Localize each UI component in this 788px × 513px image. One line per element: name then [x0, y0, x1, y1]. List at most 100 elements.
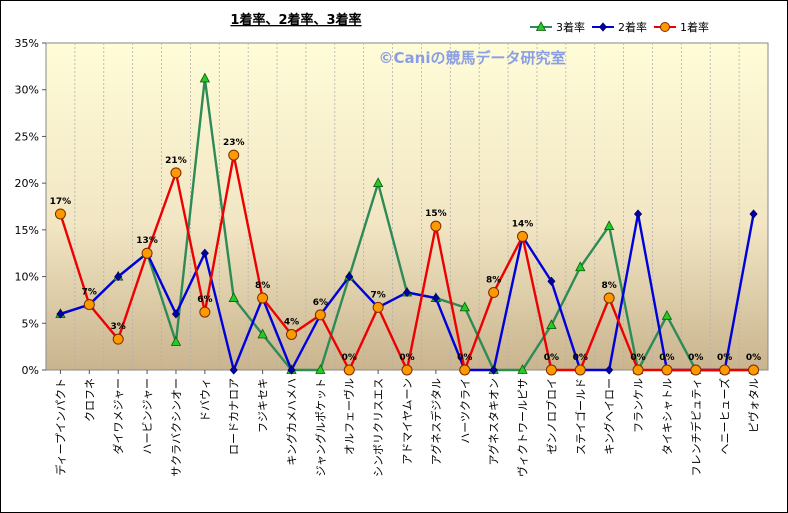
data-label: 8% [255, 281, 270, 291]
data-label: 0% [630, 353, 645, 363]
data-point-triangle [257, 328, 268, 339]
data-point-circle [54, 208, 66, 220]
data-point-circle [141, 247, 153, 259]
y-tick-label: 15% [15, 224, 39, 237]
x-tick-label: ロードカナロア [228, 378, 241, 455]
data-point-circle [401, 364, 413, 376]
data-point-circle [343, 364, 355, 376]
data-label: 3% [111, 322, 126, 332]
data-point-circle [285, 328, 297, 340]
legend-entry: 2着率 [618, 20, 647, 34]
data-point-triangle [575, 261, 586, 272]
data-point-diamond [749, 209, 758, 219]
legend-marker [660, 22, 670, 32]
data-point-diamond [489, 365, 498, 375]
data-point-triangle [546, 319, 557, 330]
data-label: 8% [602, 281, 617, 291]
data-point-triangle [228, 292, 239, 302]
data-point-circle [83, 299, 95, 311]
data-point-diamond [56, 309, 65, 319]
legend-marker [598, 22, 608, 32]
data-point-diamond [345, 271, 354, 282]
x-tick-label: ピヴォタル [747, 378, 761, 433]
data-label: 7% [370, 290, 385, 300]
data-label: 0% [457, 353, 472, 363]
data-label: 6% [313, 298, 328, 308]
x-tick-label: オルフェーヴル [342, 378, 356, 455]
x-tick-label: ヴィクトワールピサ [516, 378, 530, 477]
data-label: 21% [165, 156, 187, 166]
data-label: 8% [486, 275, 501, 285]
x-tick-label: アグネスデジタル [429, 378, 443, 465]
data-point-triangle [315, 364, 326, 374]
legend: 3着率 2着率 1着率 [530, 20, 709, 34]
data-label: 0% [746, 353, 761, 363]
legend-entry: 3着率 [556, 20, 585, 34]
chart-title: 1着率、2着率、3着率 [230, 12, 361, 28]
data-label: 13% [136, 236, 158, 246]
data-label: 23% [223, 138, 245, 148]
data-point-circle [719, 364, 731, 376]
data-label: 7% [82, 288, 97, 298]
x-tick-label: ダイワメジャー [111, 378, 125, 454]
x-tick-label: フレンチデピュティ [689, 378, 703, 476]
data-point-diamond [634, 209, 643, 219]
data-point-circle [545, 364, 557, 376]
x-tick-label: キングカメハメハ [284, 378, 298, 466]
x-tick-label: ゼンノロブロイ [544, 378, 558, 454]
data-point-circle [517, 230, 529, 242]
data-label: 6% [197, 295, 212, 305]
x-tick-label: アグネスタキオン [487, 378, 501, 465]
x-tick-label: フランケル [632, 378, 645, 433]
legend-marker [535, 21, 547, 31]
y-tick-label: 30% [15, 84, 39, 97]
data-label: 0% [659, 353, 674, 363]
data-point-circle [228, 149, 240, 161]
data-point-diamond [114, 271, 123, 282]
data-label: 0% [544, 353, 559, 363]
data-point-diamond [287, 365, 296, 375]
data-point-triangle [199, 72, 211, 83]
x-tick-label: アドマイヤムーン [401, 378, 414, 465]
x-axis: ディープインパクト クロフネ ダイワメジャー ハービンジャー サクラバクシンオー ドバウィ… [53, 370, 761, 477]
data-point-triangle [170, 336, 182, 346]
x-tick-label: クロフネ [83, 378, 96, 422]
x-tick-label: ジャングルポケット [313, 378, 327, 476]
data-point-diamond [431, 293, 440, 303]
x-tick-label: ヘニーヒューズ [718, 378, 732, 454]
data-point-circle [632, 364, 644, 376]
data-point-circle [574, 364, 586, 376]
x-tick-label: ステイゴールド [573, 378, 587, 455]
data-point-circle [459, 364, 471, 376]
data-point-circle [748, 364, 760, 376]
data-point-diamond [547, 276, 556, 286]
data-point-triangle [372, 177, 384, 188]
data-point-circle [314, 309, 326, 321]
data-label: 0% [399, 353, 414, 363]
data-label: 0% [573, 353, 588, 363]
data-point-triangle [459, 301, 470, 312]
data-label: 0% [688, 353, 703, 363]
data-point-circle [690, 364, 702, 376]
data-point-diamond [171, 309, 180, 319]
legend-entry: 1着率 [680, 20, 709, 34]
data-label: 0% [342, 353, 357, 363]
watermark-text: ©Caniの競馬データ研究室 [379, 49, 566, 67]
x-tick-label: ハーツクライ [459, 378, 472, 444]
data-point-triangle [603, 220, 615, 231]
data-point-circle [603, 292, 615, 304]
y-tick-label: 35% [15, 37, 39, 50]
data-point-circle [112, 333, 124, 345]
data-label: 0% [717, 353, 732, 363]
data-point-circle [199, 306, 211, 318]
data-point-circle [430, 220, 442, 232]
plot-area [45, 42, 769, 371]
x-tick-label: フジキセキ [257, 378, 270, 433]
y-tick-label: 25% [15, 130, 39, 143]
x-tick-label: タイキシャトル [661, 378, 674, 455]
data-label: 17% [50, 197, 72, 207]
y-tick-label: 5% [22, 317, 39, 330]
data-point-circle [488, 286, 500, 298]
x-tick-label: ディープインパクト [53, 378, 67, 476]
